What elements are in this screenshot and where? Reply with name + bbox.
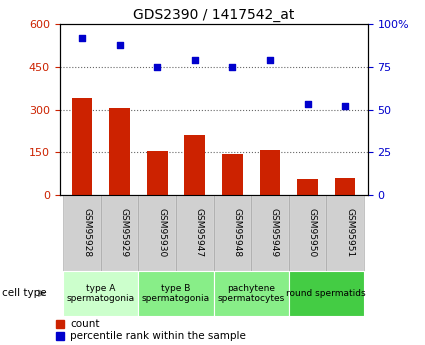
Text: pachytene
spermatocytes: pachytene spermatocytes — [218, 284, 285, 303]
Bar — [326, 195, 364, 271]
Bar — [214, 271, 289, 316]
Bar — [176, 195, 213, 271]
Bar — [63, 195, 101, 271]
Text: GSM95950: GSM95950 — [308, 208, 317, 257]
Bar — [214, 195, 251, 271]
Bar — [147, 151, 167, 195]
Bar — [289, 195, 326, 271]
Point — [304, 102, 311, 107]
Text: GSM95949: GSM95949 — [270, 208, 279, 257]
Point — [229, 64, 236, 70]
Text: GSM95930: GSM95930 — [157, 208, 166, 257]
Bar — [289, 195, 326, 271]
Bar — [63, 271, 139, 316]
Bar — [139, 195, 176, 271]
Text: GSM95928: GSM95928 — [82, 208, 91, 257]
Bar — [289, 271, 364, 316]
Text: GSM95947: GSM95947 — [195, 208, 204, 257]
Bar — [184, 135, 205, 195]
Text: cell type: cell type — [2, 288, 47, 298]
Bar — [297, 179, 318, 195]
Bar — [109, 108, 130, 195]
Bar — [260, 150, 280, 195]
Title: GDS2390 / 1417542_at: GDS2390 / 1417542_at — [133, 8, 294, 22]
Bar — [139, 195, 176, 271]
Text: type A
spermatogonia: type A spermatogonia — [67, 284, 135, 303]
Bar — [176, 195, 213, 271]
Bar — [214, 195, 251, 271]
Text: GSM95948: GSM95948 — [232, 208, 241, 257]
Bar — [251, 195, 289, 271]
Text: count: count — [70, 319, 99, 329]
Bar — [251, 195, 289, 271]
Bar — [139, 271, 214, 316]
Text: type B
spermatogonia: type B spermatogonia — [142, 284, 210, 303]
Point — [266, 57, 273, 63]
Bar — [326, 195, 364, 271]
Bar — [63, 195, 101, 271]
Text: GSM95951: GSM95951 — [345, 208, 354, 257]
Text: round spermatids: round spermatids — [286, 289, 366, 298]
Point — [154, 64, 161, 70]
Text: percentile rank within the sample: percentile rank within the sample — [70, 331, 246, 341]
Point — [79, 35, 85, 41]
Point — [191, 57, 198, 63]
Bar — [72, 98, 92, 195]
Bar — [222, 154, 243, 195]
Text: GSM95929: GSM95929 — [119, 208, 129, 257]
Bar — [101, 195, 139, 271]
Point — [342, 104, 348, 109]
Point — [116, 42, 123, 47]
Bar — [335, 178, 355, 195]
Bar — [101, 195, 139, 271]
